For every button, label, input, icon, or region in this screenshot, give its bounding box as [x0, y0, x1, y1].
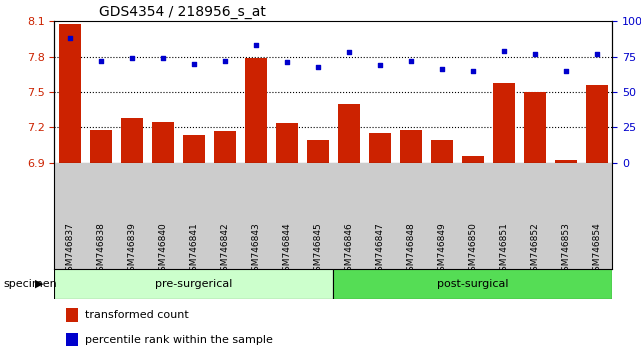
- Bar: [90, 130, 112, 163]
- Point: [65, 35, 75, 41]
- Text: transformed count: transformed count: [85, 310, 189, 320]
- Point: [344, 50, 354, 55]
- Point: [406, 58, 416, 64]
- Bar: [245, 58, 267, 163]
- Bar: [65, 308, 78, 322]
- Point: [251, 42, 261, 48]
- Bar: [152, 121, 174, 163]
- Bar: [307, 141, 329, 163]
- Bar: [214, 131, 236, 163]
- Bar: [276, 123, 297, 163]
- Point: [375, 62, 385, 68]
- Point: [468, 68, 478, 74]
- Text: GDS4354 / 218956_s_at: GDS4354 / 218956_s_at: [99, 5, 266, 19]
- Point: [220, 58, 230, 64]
- Point: [189, 61, 199, 67]
- Bar: [493, 82, 515, 163]
- Bar: [400, 130, 422, 163]
- Point: [499, 48, 509, 54]
- Bar: [431, 141, 453, 163]
- Bar: [462, 156, 483, 163]
- Bar: [369, 133, 390, 163]
- Point: [96, 58, 106, 64]
- Bar: [555, 160, 576, 163]
- Bar: [121, 118, 143, 163]
- Point: [561, 68, 571, 74]
- Bar: [524, 92, 545, 163]
- Point: [158, 55, 168, 61]
- Text: specimen: specimen: [3, 279, 57, 289]
- Text: post-surgical: post-surgical: [437, 279, 508, 289]
- Point: [313, 64, 323, 69]
- Point: [529, 51, 540, 57]
- Text: pre-surgerical: pre-surgerical: [155, 279, 233, 289]
- Bar: [338, 104, 360, 163]
- Point: [127, 55, 137, 61]
- Point: [437, 67, 447, 72]
- FancyBboxPatch shape: [333, 269, 612, 299]
- FancyBboxPatch shape: [54, 269, 333, 299]
- Point: [592, 51, 602, 57]
- Bar: [183, 135, 204, 163]
- Point: [282, 59, 292, 65]
- Text: percentile rank within the sample: percentile rank within the sample: [85, 335, 273, 344]
- Bar: [586, 85, 608, 163]
- Text: ▶: ▶: [35, 279, 44, 289]
- Bar: [59, 24, 81, 163]
- Bar: [65, 333, 78, 347]
